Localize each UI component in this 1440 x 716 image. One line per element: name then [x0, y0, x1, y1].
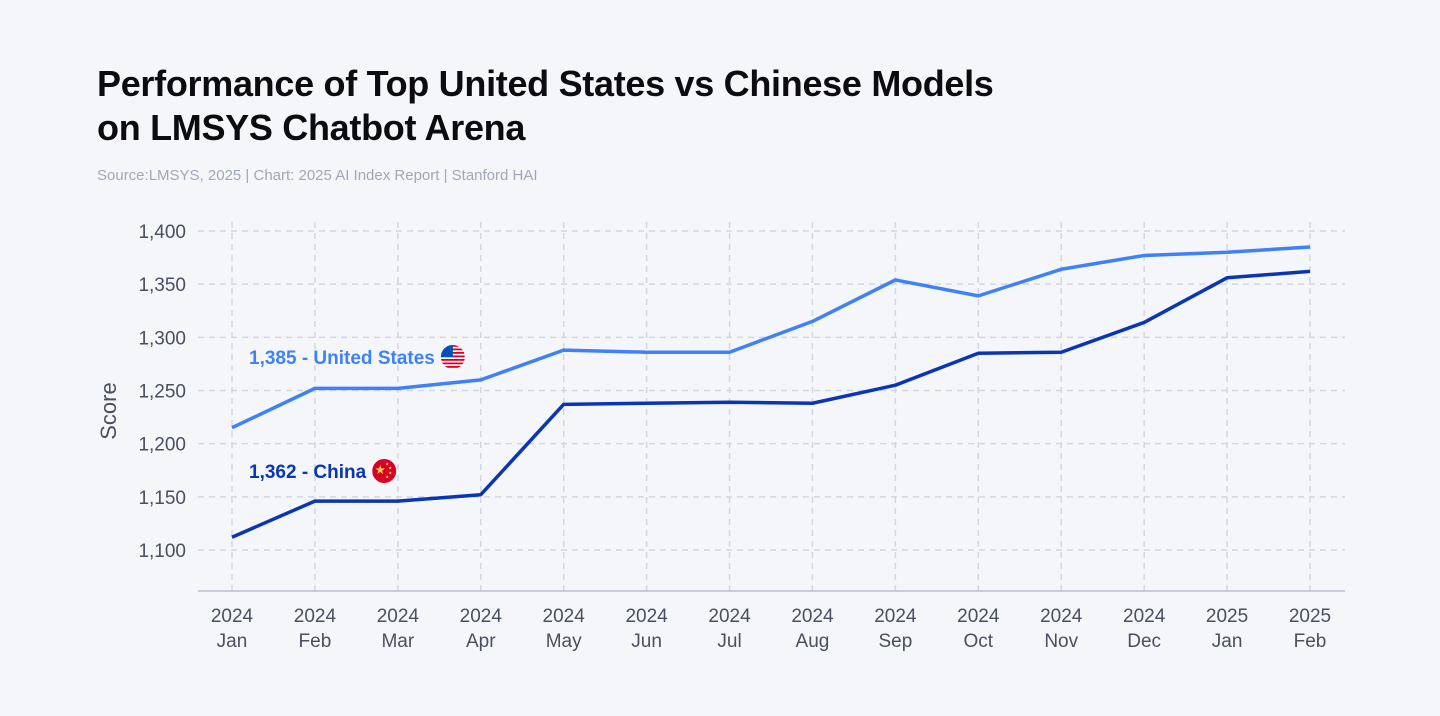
x-tick-label-year: 2024: [1040, 606, 1083, 627]
flag-star-small: [385, 462, 389, 466]
flag-bg: [372, 459, 397, 483]
chart-title: Performance of Top United States vs Chin…: [97, 62, 994, 150]
series-line-united-states: [231, 245, 1311, 430]
x-tick-label-year: 2024: [791, 606, 834, 627]
title-line-2: on LMSYS Chatbot Arena: [97, 107, 526, 148]
x-tick-label-month: Feb: [1294, 631, 1327, 652]
x-tick-label-month: Jun: [631, 631, 662, 652]
x-tick-label-year: 2024: [543, 606, 586, 627]
x-tick-label-year: 2024: [377, 606, 420, 627]
y-tick-label: 1,200: [138, 435, 186, 456]
x-tick-label-month: Oct: [964, 631, 994, 652]
y-tick-label: 1,350: [138, 275, 186, 296]
x-tick-label-month: Aug: [796, 631, 830, 652]
x-tick-label-month: Apr: [466, 631, 496, 652]
flag-stripe: [440, 359, 465, 361]
series-line-china: [231, 269, 1311, 539]
x-tick-label-year: 2024: [957, 606, 1000, 627]
x-tick-label-year: 2024: [294, 606, 337, 627]
chart-subtitle: Source:LMSYS, 2025 | Chart: 2025 AI Inde…: [97, 167, 538, 184]
y-axis-label: Score: [96, 382, 121, 439]
us-flag-icon: [440, 345, 465, 369]
x-tick-label-year: 2025: [1206, 606, 1248, 627]
x-tick-label-month: Jul: [717, 631, 741, 652]
y-tick-label: 1,300: [138, 328, 186, 349]
x-tick-label-year: 2024: [460, 606, 503, 627]
y-tick-label: 1,400: [138, 222, 186, 243]
flag-stripe: [440, 366, 465, 368]
title-line-1: Performance of Top United States vs Chin…: [97, 63, 994, 104]
flag-star: [375, 465, 385, 475]
flag-canton: [440, 345, 453, 357]
x-tick-label-year: 2024: [1123, 606, 1166, 627]
y-tick-label: 1,250: [138, 382, 186, 403]
x-tick-label-year: 2024: [874, 606, 917, 627]
x-tick-label-month: Nov: [1044, 631, 1078, 652]
flag-stripe: [440, 362, 465, 365]
x-tick-label-month: Dec: [1127, 631, 1161, 652]
flag-star-small: [388, 466, 392, 470]
y-tick-label: 1,100: [138, 541, 186, 562]
x-tick-label-month: Jan: [1212, 631, 1243, 652]
x-tick-label-year: 2024: [708, 606, 751, 627]
x-tick-label-month: Sep: [878, 631, 912, 652]
x-tick-label-year: 2024: [625, 606, 668, 627]
y-tick-label: 1,150: [138, 488, 186, 509]
x-tick-label-year: 2024: [211, 606, 254, 627]
x-tick-label-month: May: [546, 631, 582, 652]
x-tick-label-month: Mar: [381, 631, 414, 652]
x-tick-label-month: Feb: [299, 631, 332, 652]
flag-star-small: [385, 475, 389, 479]
flag-body: [372, 459, 397, 483]
series-label: 1,385 - United States: [249, 348, 435, 369]
x-tick-label-month: Jan: [217, 631, 248, 652]
flag-star-small: [388, 471, 392, 475]
china-flag-icon: [372, 459, 397, 483]
series-label: 1,362 - China: [249, 462, 367, 483]
flag-body: [440, 345, 465, 369]
x-tick-label-year: 2025: [1289, 606, 1331, 627]
